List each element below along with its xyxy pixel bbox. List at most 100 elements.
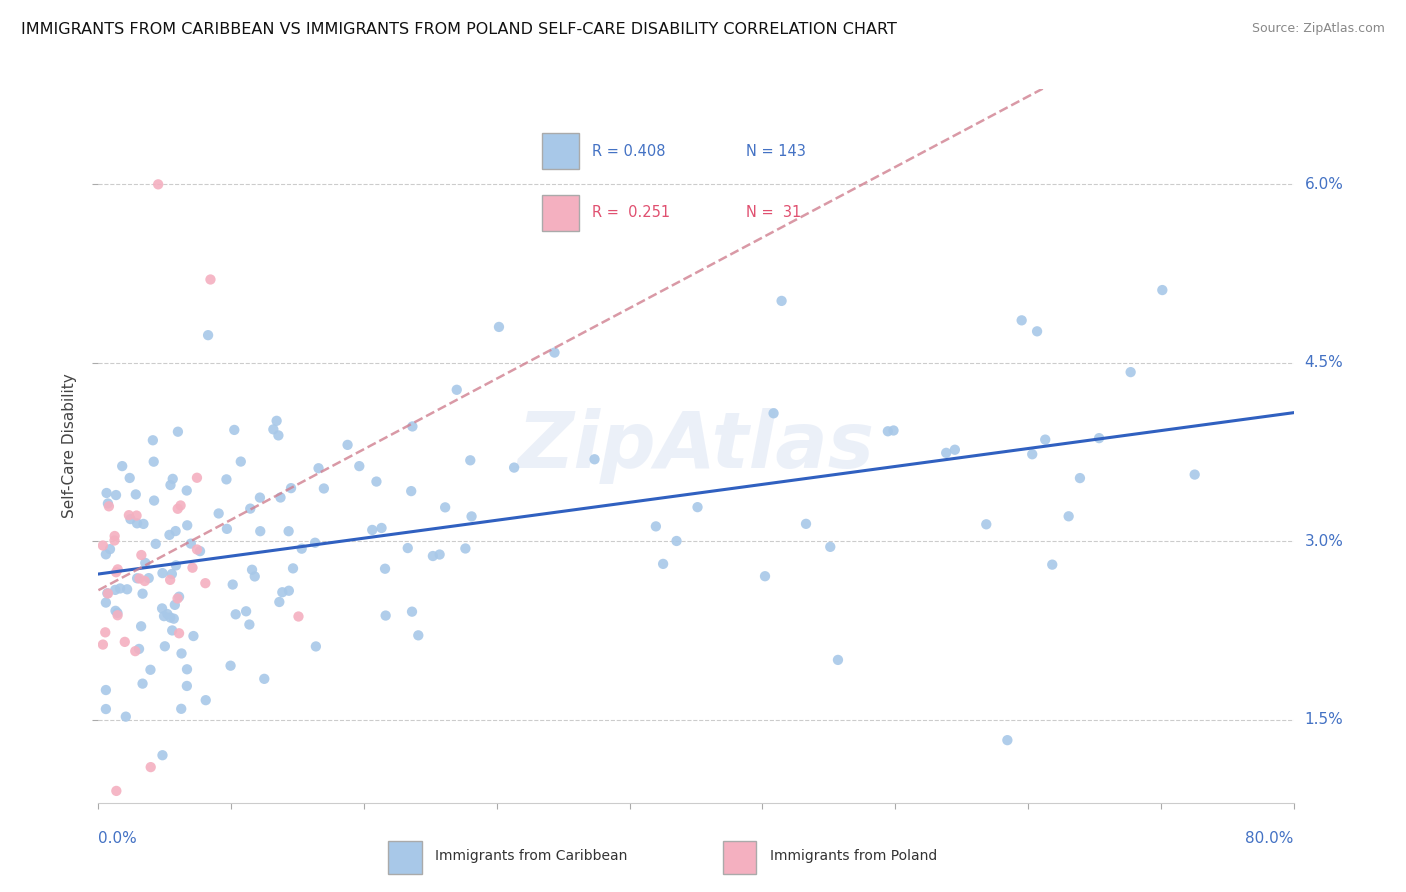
Point <box>361 523 384 537</box>
Point <box>312 482 335 496</box>
Point <box>104 604 127 618</box>
Point <box>366 475 388 489</box>
Point <box>460 509 482 524</box>
Point <box>224 423 246 437</box>
Point <box>305 640 328 654</box>
Point <box>142 434 165 448</box>
Text: 6.0%: 6.0% <box>1305 177 1344 192</box>
Point <box>396 541 419 555</box>
Point <box>96 486 118 500</box>
Point <box>176 518 198 533</box>
Point <box>176 679 198 693</box>
Point <box>183 629 205 643</box>
Point <box>152 566 174 580</box>
Point <box>820 540 842 554</box>
Point <box>429 548 451 562</box>
Point <box>454 541 477 556</box>
Point <box>128 572 150 586</box>
Point <box>148 178 170 192</box>
Point <box>794 516 817 531</box>
Point <box>107 606 129 620</box>
Point <box>262 422 284 436</box>
Point <box>277 583 299 598</box>
Point <box>150 601 173 615</box>
Point <box>652 557 675 571</box>
Point <box>163 612 186 626</box>
Point <box>176 662 198 676</box>
Point <box>114 635 136 649</box>
Point <box>143 493 166 508</box>
Point <box>349 459 371 474</box>
Point <box>935 446 957 460</box>
Point <box>152 748 174 763</box>
Point <box>336 438 359 452</box>
Point <box>159 610 181 624</box>
Point <box>107 562 129 576</box>
Point <box>134 574 156 588</box>
Point <box>96 586 118 600</box>
Point <box>215 472 238 486</box>
Point <box>374 608 396 623</box>
Point <box>114 709 136 723</box>
Point <box>238 617 260 632</box>
Point <box>105 488 128 502</box>
Point <box>1026 324 1049 338</box>
Point <box>98 542 121 557</box>
Y-axis label: Self-Care Disability: Self-Care Disability <box>62 374 77 518</box>
Text: Source: ZipAtlas.com: Source: ZipAtlas.com <box>1251 22 1385 36</box>
Point <box>1011 313 1033 327</box>
Point <box>145 537 167 551</box>
Point <box>107 608 129 623</box>
Point <box>128 641 150 656</box>
Point <box>159 478 181 492</box>
Point <box>134 556 156 570</box>
Point <box>422 549 444 563</box>
Point <box>159 573 181 587</box>
Point <box>269 595 291 609</box>
Point <box>304 535 326 549</box>
Point <box>943 442 966 457</box>
Point <box>103 533 125 548</box>
Point <box>94 625 117 640</box>
Point <box>94 547 117 561</box>
Point <box>446 383 468 397</box>
Point <box>97 586 120 600</box>
Point <box>125 508 148 523</box>
Point <box>165 558 187 573</box>
Point <box>169 499 191 513</box>
Point <box>160 566 183 581</box>
Point <box>235 604 257 618</box>
Point <box>118 508 141 523</box>
Point <box>91 539 114 553</box>
Point <box>105 566 128 580</box>
Point <box>166 591 188 606</box>
Point <box>167 626 190 640</box>
Point <box>277 524 299 539</box>
Point <box>159 528 181 542</box>
Point <box>408 628 430 642</box>
Point <box>1040 558 1063 572</box>
Point <box>249 524 271 539</box>
Point <box>374 562 396 576</box>
Point <box>104 529 127 543</box>
Point <box>1152 283 1174 297</box>
Point <box>399 484 422 499</box>
Point <box>876 424 898 438</box>
Point <box>94 596 117 610</box>
Point <box>170 702 193 716</box>
Point <box>97 500 120 514</box>
Point <box>194 693 217 707</box>
Point <box>266 414 288 428</box>
Point <box>665 533 688 548</box>
Point <box>108 582 131 596</box>
Text: 80.0%: 80.0% <box>1246 830 1294 846</box>
Point <box>94 702 117 716</box>
Point <box>120 512 142 526</box>
Point <box>200 272 222 286</box>
Point <box>583 452 606 467</box>
Point <box>995 733 1018 747</box>
Point <box>280 481 302 495</box>
Point <box>1088 431 1111 445</box>
Point <box>1119 365 1142 379</box>
Point <box>153 640 176 654</box>
